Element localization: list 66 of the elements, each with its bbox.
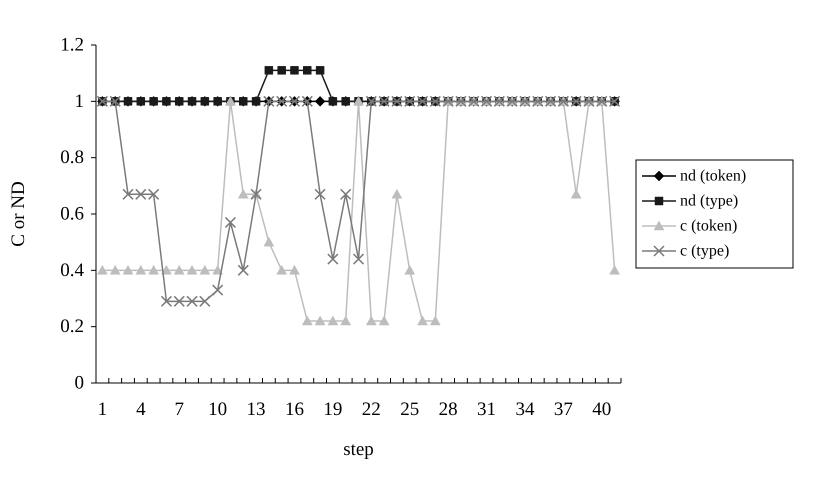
x-tick-label: 40	[592, 399, 612, 420]
point	[161, 265, 172, 275]
point	[238, 264, 250, 276]
x-tick-label: 16	[284, 399, 304, 420]
point	[212, 284, 224, 296]
x-tick-label: 13	[246, 399, 266, 420]
x-tick-label: 34	[515, 399, 535, 420]
point	[148, 265, 159, 275]
point	[430, 316, 441, 326]
point	[264, 236, 274, 246]
point	[570, 189, 582, 199]
y-tick-label: 1	[74, 90, 84, 112]
point	[327, 253, 339, 265]
point	[314, 316, 326, 326]
point	[224, 216, 236, 228]
point	[200, 265, 210, 275]
point	[290, 66, 299, 75]
point	[352, 253, 364, 265]
point	[289, 265, 300, 275]
point	[366, 316, 377, 326]
x-tick-label: 7	[174, 399, 184, 420]
x-tick-label: 19	[323, 399, 342, 420]
legend-label: c (token)	[680, 218, 738, 234]
x-tick-label: 4	[136, 399, 146, 420]
point	[417, 316, 428, 326]
y-axis-title: C or ND	[8, 181, 29, 247]
point	[340, 316, 351, 326]
point	[186, 265, 198, 275]
point	[110, 265, 120, 275]
point	[328, 316, 338, 326]
x-tick-label: 10	[208, 399, 228, 420]
point	[97, 265, 108, 275]
point	[314, 188, 326, 200]
y-tick-label: 0.2	[60, 316, 84, 338]
point	[378, 316, 390, 326]
y-tick-label: 0.8	[60, 147, 84, 168]
y-tick-label: 1.2	[60, 34, 84, 56]
point	[392, 189, 402, 199]
x-tick-label: 1	[98, 399, 108, 420]
point	[276, 265, 287, 275]
point	[174, 265, 184, 275]
y-tick-label: 0	[74, 372, 84, 394]
x-tick-label: 31	[477, 399, 496, 420]
point	[303, 66, 312, 75]
point	[314, 96, 326, 107]
x-tick-label: 37	[554, 399, 573, 420]
point	[609, 265, 620, 275]
point	[122, 265, 134, 275]
point	[212, 265, 223, 275]
y-tick-label: 0.6	[60, 204, 84, 224]
x-axis-title: step	[343, 439, 374, 460]
point	[277, 66, 286, 75]
point	[136, 265, 146, 275]
x-tick-label: 28	[438, 399, 458, 420]
x-tick-label: 25	[400, 399, 420, 420]
point	[404, 265, 415, 275]
legend-label: nd (type)	[680, 192, 738, 210]
x-tick-label: 22	[362, 399, 381, 420]
legend-label: nd (token)	[680, 168, 746, 184]
y-tick-label: 0.4	[60, 260, 84, 281]
point	[302, 316, 313, 326]
legend-label: c (type)	[680, 242, 730, 260]
point	[316, 66, 324, 75]
point	[264, 66, 274, 75]
point	[238, 189, 249, 199]
point	[340, 188, 352, 200]
